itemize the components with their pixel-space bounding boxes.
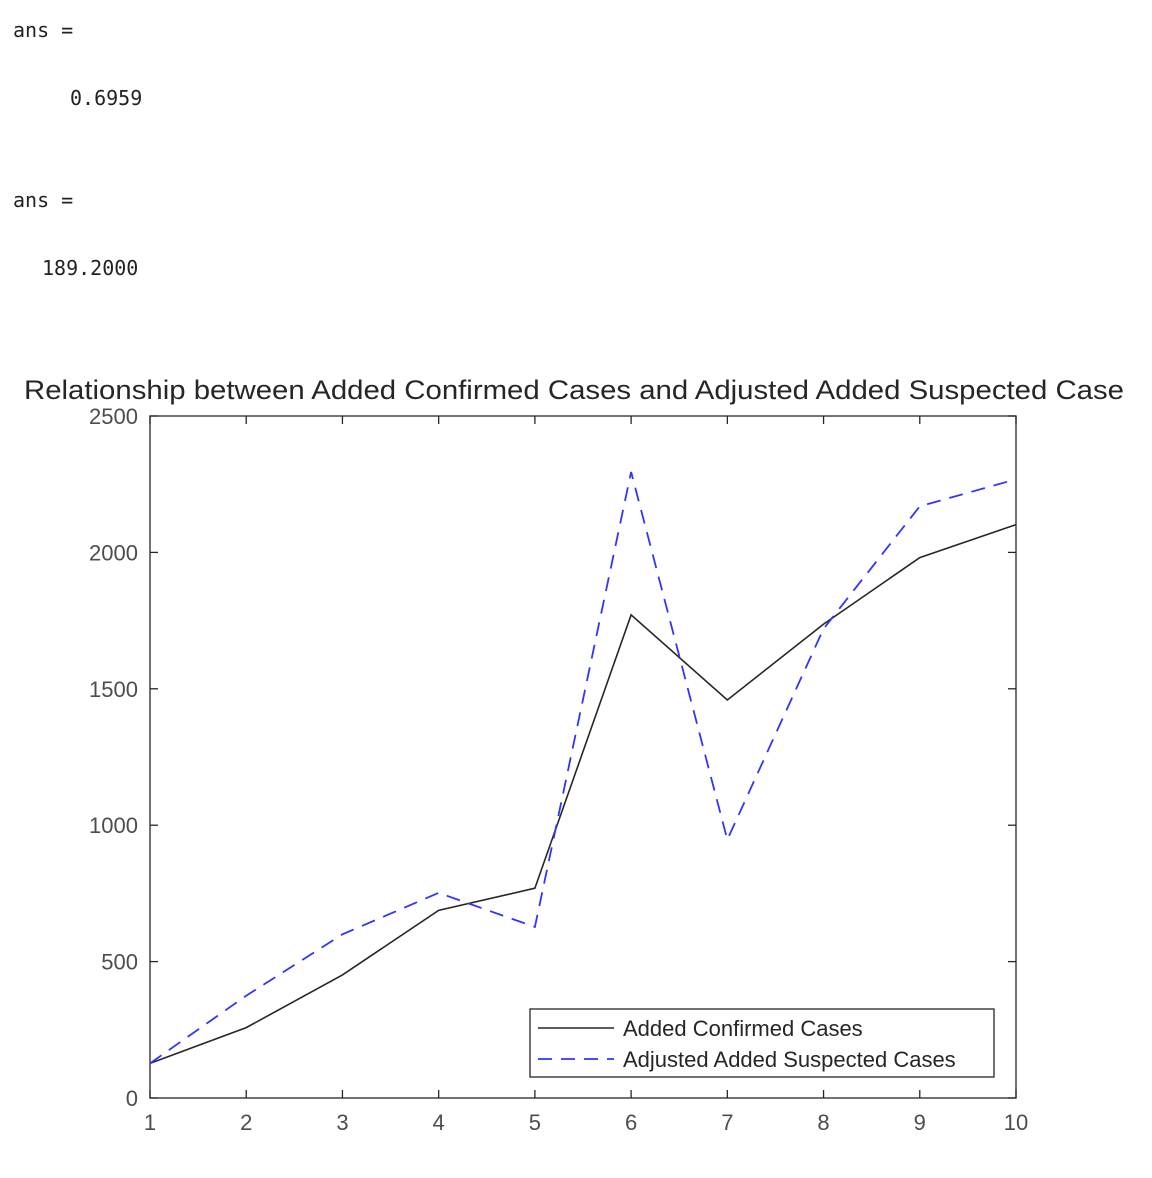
- x-tick-label: 6: [625, 1110, 637, 1135]
- y-tick-label: 2500: [89, 404, 138, 429]
- line-chart: Relationship between Added Confirmed Cas…: [24, 375, 1124, 1135]
- legend-label-2: Adjusted Added Suspected Cases: [623, 1047, 956, 1072]
- x-tick-label: 1: [144, 1110, 156, 1135]
- y-tick-label: 1000: [89, 813, 138, 838]
- x-tick-label: 7: [721, 1110, 733, 1135]
- series-line-1: [149, 523, 1017, 1065]
- x-tick-label: 4: [433, 1110, 445, 1135]
- chart-title: Relationship between Added Confirmed Cas…: [24, 375, 1124, 405]
- x-tick-label: 10: [1004, 1110, 1028, 1135]
- console-ans-label-1: ans =: [13, 18, 74, 42]
- y-tick-label: 500: [101, 950, 138, 975]
- x-tick-label: 2: [240, 1110, 252, 1135]
- axes: 1 2 3 4 5 6 7 8 9 10 0 500 1000 1500 2000 2500: [89, 404, 1028, 1135]
- console-ans-value-2: 189.2000: [42, 256, 139, 280]
- series-line-2: [149, 471, 1017, 1065]
- legend: Added Confirmed Cases Adjusted Added Susp…: [529, 1008, 995, 1078]
- y-tick-label: 2000: [89, 540, 138, 565]
- x-tick-label: 8: [817, 1110, 829, 1135]
- x-tick-label: 5: [529, 1110, 541, 1135]
- figure: Relationship between Added Confirmed Cas…: [0, 330, 1152, 1178]
- y-tick-label: 1500: [89, 677, 138, 702]
- plot-box: [149, 415, 1017, 1099]
- legend-label-1: Added Confirmed Cases: [623, 1016, 863, 1041]
- x-tick-label: 9: [914, 1110, 926, 1135]
- console-ans-label-2: ans =: [13, 188, 74, 212]
- legend-box: [529, 1008, 995, 1078]
- console-ans-value-1: 0.6959: [70, 86, 143, 110]
- y-tick-label: 0: [126, 1086, 138, 1111]
- console-output: ans = 0.6959 ans = 189.2000: [0, 0, 1152, 330]
- x-tick-label: 3: [336, 1110, 348, 1135]
- plot-area: [149, 471, 1017, 1065]
